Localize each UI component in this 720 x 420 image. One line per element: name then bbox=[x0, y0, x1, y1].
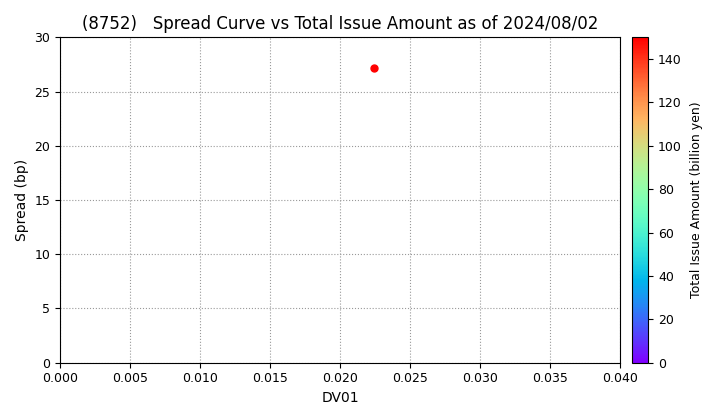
X-axis label: DV01: DV01 bbox=[321, 391, 359, 405]
Y-axis label: Spread (bp): Spread (bp) bbox=[15, 159, 29, 241]
Y-axis label: Total Issue Amount (billion yen): Total Issue Amount (billion yen) bbox=[690, 102, 703, 298]
Title: (8752)   Spread Curve vs Total Issue Amount as of 2024/08/02: (8752) Spread Curve vs Total Issue Amoun… bbox=[82, 15, 598, 33]
Point bbox=[368, 64, 379, 71]
